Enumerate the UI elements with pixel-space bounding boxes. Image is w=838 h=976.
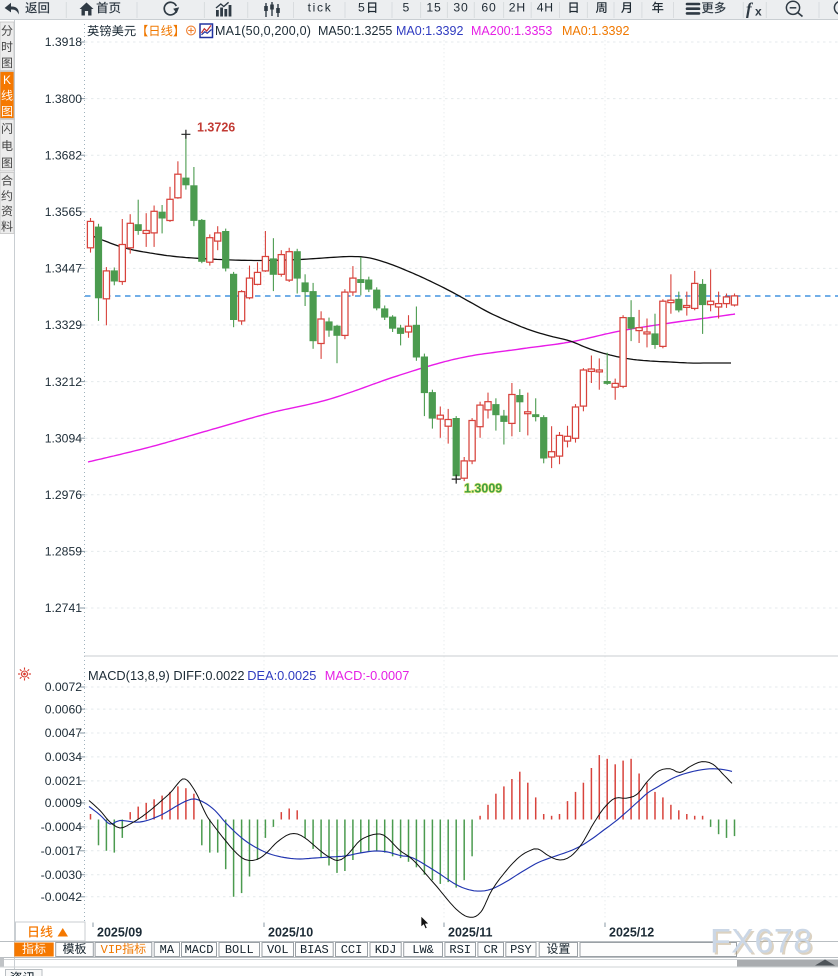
svg-text:-0.0017: -0.0017	[41, 844, 83, 858]
svg-text:tick: tick	[308, 0, 333, 14]
svg-text:5: 5	[403, 0, 411, 14]
svg-text:FX678: FX678	[710, 923, 813, 961]
svg-text:CR: CR	[483, 943, 497, 957]
svg-text:1.3009: 1.3009	[464, 482, 502, 496]
svg-text:RSI: RSI	[449, 943, 471, 957]
svg-text:1.3447: 1.3447	[45, 262, 82, 276]
svg-text:BIAS: BIAS	[300, 943, 329, 957]
svg-text:MACD(13,8,9) DIFF:0.0022: MACD(13,8,9) DIFF:0.0022	[88, 668, 244, 683]
svg-text:0.0009: 0.0009	[45, 796, 82, 810]
svg-text:MA0:1.3392: MA0:1.3392	[562, 24, 629, 38]
svg-text:0.0047: 0.0047	[45, 726, 82, 740]
svg-text:MA50:1.3255: MA50:1.3255	[318, 24, 392, 38]
svg-text:1.3918: 1.3918	[45, 35, 82, 49]
svg-text:MA200:1.3353: MA200:1.3353	[471, 24, 552, 38]
svg-text:x: x	[755, 5, 762, 19]
svg-text:0.0060: 0.0060	[45, 702, 82, 716]
svg-text:-0.0030: -0.0030	[41, 868, 83, 882]
svg-text:1.3094: 1.3094	[45, 431, 82, 445]
svg-text:1.3212: 1.3212	[45, 375, 82, 389]
svg-text:2025/09: 2025/09	[97, 926, 142, 940]
svg-text:K: K	[3, 73, 11, 87]
svg-text:4H: 4H	[537, 0, 554, 14]
svg-text:BOLL: BOLL	[225, 943, 254, 957]
svg-text:KDJ: KDJ	[375, 943, 397, 957]
svg-text:MA1(50,0,200,0): MA1(50,0,200,0)	[215, 24, 311, 38]
svg-text:1.3329: 1.3329	[45, 318, 82, 332]
svg-text:2025/11: 2025/11	[448, 926, 493, 940]
svg-text:30: 30	[453, 0, 468, 14]
svg-text:1.3682: 1.3682	[45, 148, 82, 162]
svg-text:0.0021: 0.0021	[45, 774, 82, 788]
svg-text:60: 60	[481, 0, 496, 14]
svg-text:MACD:-0.0007: MACD:-0.0007	[325, 668, 410, 683]
svg-text:1.3565: 1.3565	[45, 205, 82, 219]
svg-text:0.0034: 0.0034	[45, 750, 82, 764]
svg-text:f: f	[746, 0, 754, 19]
svg-text:MA: MA	[160, 943, 175, 957]
svg-text:5: 5	[358, 0, 365, 14]
svg-text:1.3800: 1.3800	[45, 92, 82, 106]
svg-text:1.3009: 1.3009	[464, 482, 502, 496]
svg-text:PSY: PSY	[510, 943, 532, 957]
svg-text:2025/10: 2025/10	[268, 926, 313, 940]
svg-text:MACD: MACD	[185, 943, 214, 957]
svg-text:DEA:0.0025: DEA:0.0025	[247, 668, 316, 683]
svg-text:1.3726: 1.3726	[197, 121, 235, 135]
svg-text:MA0:1.3392: MA0:1.3392	[396, 24, 463, 38]
svg-text:-0.0042: -0.0042	[41, 890, 83, 904]
svg-text:2H: 2H	[509, 0, 526, 14]
svg-text:LW&: LW&	[412, 943, 434, 957]
svg-text:1.2859: 1.2859	[45, 545, 82, 559]
svg-text:VIP: VIP	[101, 943, 123, 957]
svg-text:1.2976: 1.2976	[45, 488, 82, 502]
svg-text:CCI: CCI	[341, 943, 363, 957]
svg-text:0.0072: 0.0072	[45, 680, 82, 694]
svg-text:FX678: FX678	[712, 925, 815, 963]
svg-text:2025/12: 2025/12	[609, 926, 654, 940]
svg-text:-0.0004: -0.0004	[41, 820, 83, 834]
svg-text:VOL: VOL	[267, 943, 289, 957]
svg-text:1.2741: 1.2741	[45, 601, 82, 615]
svg-text:15: 15	[426, 0, 441, 14]
